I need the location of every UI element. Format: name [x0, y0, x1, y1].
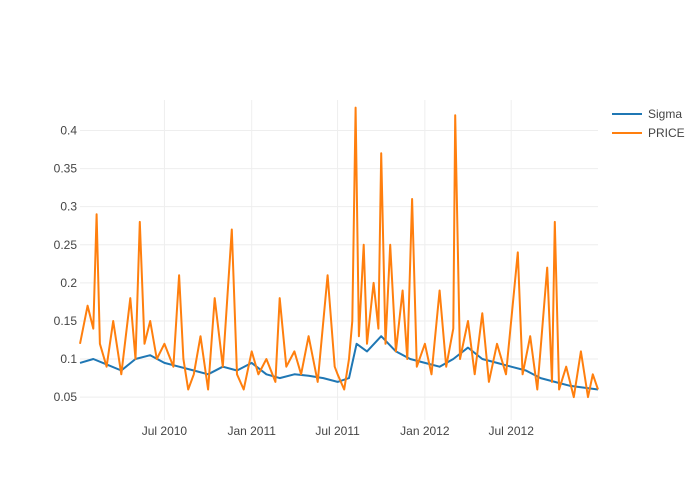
y-tick-label: 0.2 [60, 276, 77, 290]
series-line-price [79, 106, 599, 399]
x-tick-label: Jan 2011 [227, 424, 276, 438]
x-tick-label: Jul 2010 [142, 424, 188, 438]
y-tick-label: 0.15 [54, 314, 78, 328]
series-line-sigma [79, 335, 599, 391]
y-tick-label: 0.4 [60, 123, 77, 137]
legend: Sigma PRICE [612, 107, 685, 140]
y-tick-label: 0.1 [60, 352, 77, 366]
y-tick-label: 0.05 [54, 390, 78, 404]
legend-label-price: PRICE [648, 126, 685, 140]
x-gridlines [163, 100, 512, 420]
y-tick-label: 0.25 [54, 238, 78, 252]
series-layer [79, 106, 599, 399]
y-tick-label: 0.35 [54, 162, 78, 176]
x-tick-label: Jan 2012 [400, 424, 450, 438]
x-axis: Jul 2010 Jan 2011 Jul 2011 Jan 2012 Jul 2012 [142, 424, 534, 438]
y-gridlines [80, 129, 598, 398]
x-tick-label: Jul 2012 [489, 424, 535, 438]
x-tick-label: Jul 2011 [315, 424, 360, 438]
y-axis: 0.05 0.1 0.15 0.2 0.25 0.3 0.35 0.4 [54, 123, 78, 404]
y-tick-label: 0.3 [60, 200, 77, 214]
legend-label-sigma: Sigma [648, 107, 682, 121]
